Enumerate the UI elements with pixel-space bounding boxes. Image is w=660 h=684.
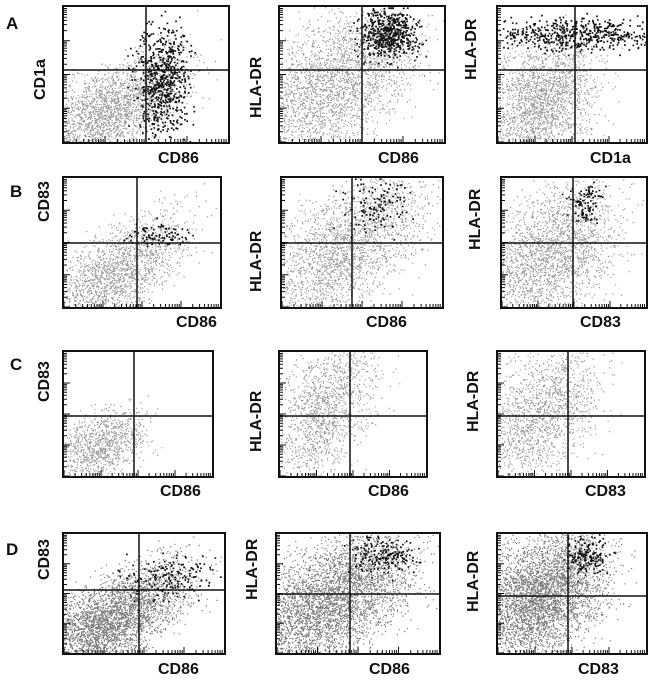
background-events bbox=[498, 352, 623, 476]
dot-plot-graphic bbox=[282, 178, 442, 307]
log-tick-marks bbox=[498, 352, 643, 476]
background-events bbox=[502, 178, 644, 307]
log-tick-marks bbox=[64, 534, 223, 653]
gated-events bbox=[498, 12, 646, 57]
y-axis-label: CD1a bbox=[32, 59, 49, 100]
gated-events bbox=[349, 7, 428, 69]
background-events bbox=[280, 7, 444, 142]
x-axis-label: CD1a bbox=[590, 150, 631, 167]
gated-events bbox=[333, 178, 414, 241]
dot-plot-graphic bbox=[64, 178, 220, 307]
dot-plot bbox=[62, 176, 222, 309]
log-tick-marks bbox=[498, 8, 645, 142]
x-axis-label: CD86 bbox=[369, 661, 410, 678]
log-tick-marks bbox=[64, 179, 219, 307]
dot-plot bbox=[496, 350, 646, 478]
background-events bbox=[64, 183, 217, 307]
x-axis-label: CD86 bbox=[160, 483, 201, 500]
dot-plot-graphic bbox=[498, 7, 646, 142]
dot-plot bbox=[275, 532, 441, 655]
dot-plot bbox=[280, 176, 444, 309]
dot-plot-graphic bbox=[64, 534, 224, 653]
row-label-a: A bbox=[6, 14, 19, 33]
background-events bbox=[498, 14, 623, 142]
background-events bbox=[280, 352, 401, 476]
x-axis-label: CD83 bbox=[580, 314, 621, 331]
y-axis-label: HLA-DR bbox=[463, 18, 480, 80]
x-axis-label: CD86 bbox=[176, 314, 217, 331]
background-events bbox=[64, 536, 222, 653]
x-axis-label: CD86 bbox=[378, 150, 419, 167]
dot-plot-graphic bbox=[64, 352, 212, 476]
x-axis-label: CD86 bbox=[366, 314, 407, 331]
dot-plot bbox=[496, 5, 648, 144]
dot-plot bbox=[62, 5, 230, 144]
gated-events bbox=[343, 535, 422, 582]
y-axis-label: HLA-DR bbox=[244, 538, 261, 600]
row-label-d: D bbox=[6, 540, 19, 559]
log-tick-marks bbox=[280, 8, 443, 142]
dot-plot bbox=[496, 532, 648, 655]
y-axis-label: HLA-DR bbox=[248, 390, 265, 452]
y-axis-label: HLA-DR bbox=[467, 188, 484, 250]
log-tick-marks bbox=[277, 534, 438, 653]
dot-plot bbox=[278, 350, 428, 478]
y-axis-label: HLA-DR bbox=[465, 550, 482, 612]
x-axis-label: CD83 bbox=[585, 483, 626, 500]
dot-plot bbox=[62, 532, 226, 655]
x-axis-label: CD86 bbox=[158, 150, 199, 167]
y-axis-label: HLA-DR bbox=[248, 230, 265, 292]
gated-events bbox=[127, 10, 200, 142]
log-tick-marks bbox=[64, 8, 227, 142]
dot-plot-graphic bbox=[498, 534, 646, 653]
gated-events bbox=[563, 534, 617, 583]
gated-events bbox=[117, 552, 222, 603]
log-tick-marks bbox=[502, 179, 645, 307]
x-axis-label: CD86 bbox=[158, 661, 199, 678]
dot-plot bbox=[278, 5, 446, 144]
row-label-b: B bbox=[10, 182, 23, 201]
dot-plot-graphic bbox=[502, 178, 646, 307]
dot-plot bbox=[500, 176, 648, 309]
background-events bbox=[64, 395, 163, 476]
log-tick-marks bbox=[64, 352, 211, 476]
row-label-c: C bbox=[10, 355, 23, 374]
y-axis-label: CD83 bbox=[36, 539, 53, 580]
y-axis-label: HLA-DR bbox=[465, 370, 482, 432]
dot-plot-graphic bbox=[280, 7, 444, 142]
dot-plot-graphic bbox=[277, 534, 439, 653]
log-tick-marks bbox=[282, 179, 441, 307]
y-axis-label: CD83 bbox=[36, 361, 53, 402]
y-axis-label: CD83 bbox=[36, 181, 53, 222]
background-events bbox=[498, 534, 637, 653]
dot-plot-graphic bbox=[498, 352, 644, 476]
log-tick-marks bbox=[280, 352, 425, 476]
dot-plot-graphic bbox=[64, 7, 228, 142]
background-events bbox=[277, 534, 439, 653]
x-axis-label: CD86 bbox=[368, 483, 409, 500]
y-axis-label: HLA-DR bbox=[248, 56, 265, 118]
x-axis-label: CD83 bbox=[578, 661, 619, 678]
dot-plot bbox=[62, 350, 214, 478]
dot-plot-graphic bbox=[280, 352, 426, 476]
log-tick-marks bbox=[498, 534, 645, 653]
background-events bbox=[64, 10, 222, 142]
